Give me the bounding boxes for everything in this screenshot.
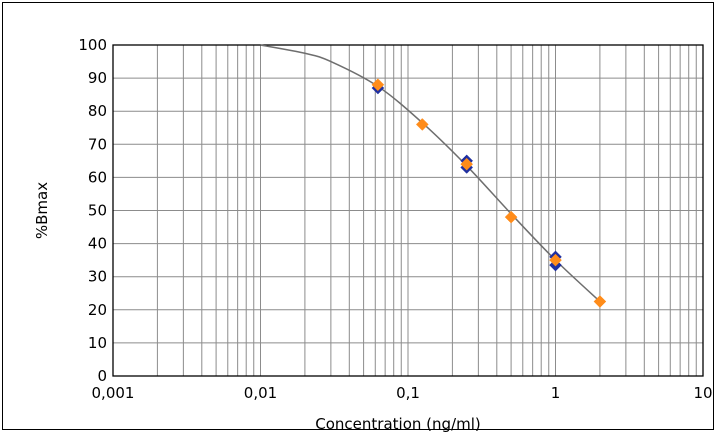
y-tick-label: 80 (88, 102, 107, 120)
y-tick-label: 10 (88, 334, 107, 352)
y-tick-label: 60 (88, 168, 107, 186)
data-point-series-2 (593, 295, 607, 308)
y-tick-label: 50 (88, 202, 107, 220)
x-tick-label: 0,001 (92, 384, 135, 402)
plot-area-border (112, 44, 704, 377)
data-point-series-2 (371, 78, 385, 92)
x-tick-label: 0,1 (396, 384, 420, 402)
data-points-layer (371, 78, 607, 308)
x-axis-title: Concentration (ng/ml) (315, 415, 480, 432)
data-point-series-2 (504, 210, 518, 224)
x-tick-label: 0,01 (244, 384, 277, 402)
y-tick-label: 70 (88, 135, 107, 153)
x-tick-label: 1 (551, 384, 561, 402)
y-tick-label: 20 (88, 301, 107, 319)
y-axis-title: %Bmax (33, 182, 51, 239)
data-point-series-2 (415, 118, 429, 131)
grid (112, 44, 703, 377)
x-tick-label: 10 (693, 384, 712, 402)
y-tick-label: 40 (88, 235, 107, 253)
data-point-series-2 (460, 157, 474, 171)
data-point-series-2 (549, 253, 562, 267)
y-tick-label: 30 (88, 268, 107, 286)
y-tick-label: 90 (88, 69, 107, 87)
y-tick-label: 0 (97, 367, 107, 385)
y-tick-label: 100 (78, 36, 107, 54)
